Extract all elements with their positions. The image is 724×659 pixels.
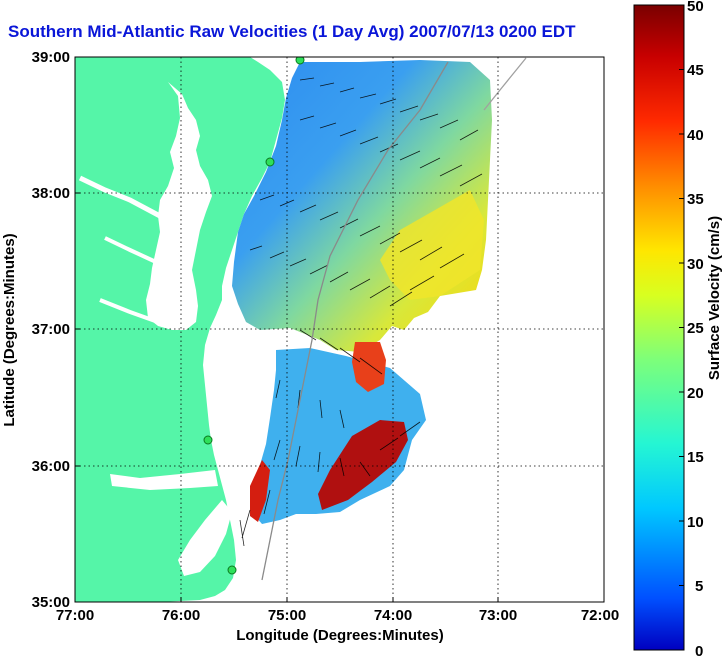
x-axis-label: Longitude (Degrees:Minutes) <box>236 627 444 644</box>
colorbar-tick-label: 45 <box>687 62 704 79</box>
colorbar-tick-label: 40 <box>687 127 704 144</box>
x-tick-label: 74:00 <box>374 607 412 624</box>
colorbar <box>633 4 685 651</box>
potomac-river <box>78 175 162 219</box>
y-tick-label: 36:00 <box>32 458 70 475</box>
y-tick-label: 35:00 <box>32 594 70 611</box>
y-tick-label: 38:00 <box>32 185 70 202</box>
bathymetry-contour <box>261 61 449 581</box>
x-tick-label: 72:00 <box>581 607 619 624</box>
colorbar-tick-label: 20 <box>687 385 704 402</box>
radar-site-marker <box>295 57 305 65</box>
high-speed-core-south <box>318 420 408 510</box>
map-title: Southern Mid-Atlantic Raw Velocities (1 … <box>8 22 576 41</box>
pamlico-sound <box>178 500 232 576</box>
x-tick-label: 76:00 <box>162 607 200 624</box>
y-tick-label: 37:00 <box>32 321 70 338</box>
james-river <box>99 298 159 324</box>
y-axis-label: Latitude (Degrees:Minutes) <box>1 233 18 426</box>
colorbar-tick-label: 50 <box>687 0 704 15</box>
x-tick-label: 77:00 <box>56 607 94 624</box>
chesapeake-bay <box>146 82 212 330</box>
map-grid <box>75 57 604 602</box>
velocity-field-south <box>250 348 426 524</box>
colorbar-tick-label: 25 <box>687 320 704 337</box>
velocity-vectors <box>239 77 483 547</box>
colorbar-tick-label: 30 <box>687 256 704 273</box>
x-tick-label: 75:00 <box>268 607 306 624</box>
colorbar-tick-label: 15 <box>687 449 704 466</box>
colorbar-tick-label: 35 <box>687 191 704 208</box>
y-tick-label: 39:00 <box>32 49 70 66</box>
colorbar-tick-label: 0 <box>695 643 703 659</box>
x-tick-label: 73:00 <box>479 607 517 624</box>
yellow-band <box>380 190 484 300</box>
high-speed-core-north <box>352 342 386 392</box>
albemarle-sound <box>110 470 218 490</box>
colorbar-ticks <box>679 4 684 651</box>
radar-site-marker <box>203 435 213 445</box>
colorbar-tick-label: 5 <box>695 578 703 595</box>
radar-site-marker <box>265 157 275 167</box>
radar-site-marker <box>227 565 237 575</box>
colorbar-label: Surface Velocity (cm/s) <box>706 216 723 380</box>
tick-marks <box>74 56 605 603</box>
high-speed-core-cape <box>250 460 270 522</box>
bathymetry-contour-outer <box>483 57 527 111</box>
colorbar-tick-label: 10 <box>687 514 704 531</box>
rappahannock-river <box>104 236 157 264</box>
